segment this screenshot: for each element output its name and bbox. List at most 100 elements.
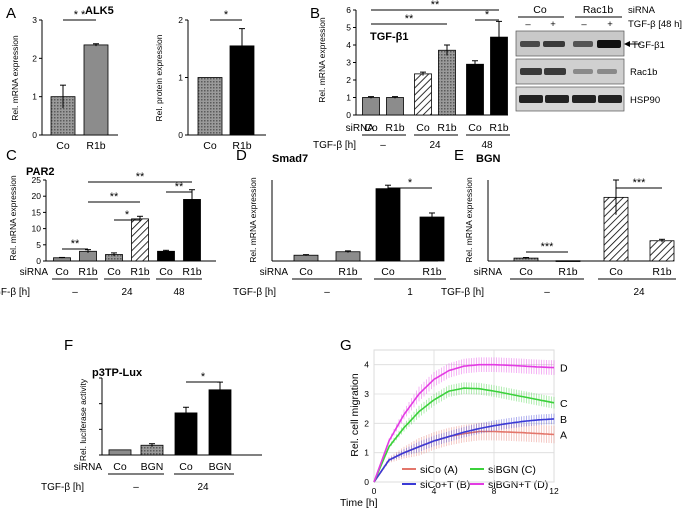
- panel-b-significance-1: **: [431, 0, 440, 11]
- panel-c-category-label: Co: [107, 266, 121, 278]
- panel-a-mrna-ytick-label: 2: [32, 53, 37, 63]
- panel-d-bar: [375, 188, 401, 262]
- panel-g-series-line: [373, 387, 555, 483]
- panel-a-protein-bar: [197, 77, 223, 136]
- panel-a-mrna-ytick-label: 0: [32, 130, 37, 140]
- panel-a-mrna-ytick-label: 1: [32, 92, 37, 102]
- panel-a-left-ylabel: Rel. mRNA expression: [10, 35, 20, 121]
- panel-g-xtick-label: 4: [432, 486, 437, 496]
- panel-c-significance-3: *: [125, 209, 130, 221]
- panel-f-bar: [108, 449, 132, 456]
- blot-tgf-label: TGF-β [48 h]: [628, 19, 682, 30]
- panel-b-ytick-label: 1: [346, 93, 351, 103]
- panel-a-protein-ytick-label: 0: [178, 130, 183, 140]
- panel-letter-a: A: [6, 5, 16, 22]
- panel-c-significance-2: **: [110, 191, 119, 203]
- panel-f-tgf-value: 24: [197, 482, 209, 493]
- panel-f-bar: [174, 412, 198, 456]
- panel-g-ylabel: Rel. cell migration: [349, 373, 361, 457]
- panel-a-title: ALK5: [85, 5, 114, 17]
- panel-a-mrna-category-label: Co: [56, 140, 70, 152]
- panel-a-right-ylabel: Rel. protein expression: [154, 34, 164, 121]
- panel-b-bar: [414, 73, 432, 116]
- panel-e-category-label: R1b: [558, 266, 577, 278]
- panel-e-category-label: R1b: [652, 266, 671, 278]
- panel-c-bar: [157, 250, 175, 262]
- panel-c-category-label: Co: [55, 266, 69, 278]
- panel-d-category-label: R1b: [338, 266, 357, 278]
- panel-d-title: Smad7: [272, 153, 308, 165]
- panel-letter-d: D: [236, 147, 247, 164]
- legend-sico-t: siCo+T (B): [420, 479, 470, 491]
- panel-b-ytick-label: 6: [346, 5, 351, 15]
- panel-d-sirna-label: siRNA: [260, 267, 289, 278]
- panel-d-category-label: Co: [381, 266, 395, 278]
- panel-c-category-label: Co: [159, 266, 173, 278]
- panel-b-tgf-label: TGF-β [h]: [313, 140, 356, 151]
- panel-f-category-label: BGN: [141, 461, 164, 473]
- panel-b-category-label: R1b: [489, 122, 508, 134]
- panel-c-tgf-value: –: [72, 287, 78, 298]
- panel-b-ytick-label: 3: [346, 58, 351, 68]
- panel-e-category-label: Co: [609, 266, 623, 278]
- panel-c-tgf-value: 24: [121, 287, 133, 298]
- panel-e-title: BGN: [476, 153, 501, 165]
- panel-b-category-label: Co: [364, 122, 378, 134]
- panel-g-series-end-label: B: [560, 414, 567, 426]
- panel-e-ylabel: Rel. mRNA expression: [464, 177, 474, 263]
- panel-letter-g: G: [340, 337, 352, 354]
- blot-lane-2: +: [550, 19, 556, 30]
- panel-g-ytick-label: 2: [364, 418, 369, 428]
- panel-c-ytick-label: 10: [32, 224, 42, 234]
- panel-g-legend: siCo (A) siBGN (C) siCo+T (B) siBGN+T (D…: [402, 464, 548, 491]
- blot-lane-3: –: [581, 19, 587, 30]
- panel-c-title: PAR2: [26, 166, 55, 178]
- panel-c-significance-4: **: [136, 171, 145, 183]
- panel-d-tgf-value: 1: [407, 287, 413, 298]
- panel-b-significance-2: **: [405, 13, 414, 25]
- panel-b-ylabel: Rel. mRNA expression: [317, 17, 327, 103]
- blot-sirna-label: siRNA: [628, 5, 656, 16]
- panel-b-category-label: R1b: [437, 122, 456, 134]
- panel-g-ytick-label: 3: [364, 389, 369, 399]
- blot-lane-4: +: [607, 19, 613, 30]
- panel-a-protein-significance: *: [224, 9, 229, 21]
- panel-b-tgf-value: 48: [481, 140, 493, 151]
- panel-f-title: p3TP-Lux: [92, 367, 143, 379]
- panel-e-tgf-label: TGF-β [h]: [441, 287, 484, 298]
- panel-b-ytick-label: 5: [346, 23, 351, 33]
- panel-a-mrna-significance: * *: [74, 9, 86, 21]
- panel-d-tgf-label: TGF-β [h]: [233, 287, 276, 298]
- blot-band-tgfb1: TGF-β1: [632, 40, 665, 51]
- panel-e-significance-2: ***: [633, 177, 647, 189]
- panel-c-category-label: R1b: [182, 266, 201, 278]
- panel-c-category-label: R1b: [130, 266, 149, 278]
- legend-sibgn-t: siBGN+T (D): [488, 479, 548, 491]
- panel-c-sirna-label: siRNA: [20, 267, 49, 278]
- panel-c-ylabel: Rel. mRNA expression: [8, 175, 18, 261]
- panel-g-series-end-label: C: [560, 398, 568, 410]
- panel-a-mrna-bar: [83, 44, 109, 136]
- panel-c-ytick-label: 5: [36, 240, 41, 250]
- panel-b-ytick-label: 4: [346, 40, 351, 50]
- panel-d-tgf-value: –: [324, 287, 330, 298]
- blot-col-rac1b: Rac1b: [583, 4, 614, 16]
- panel-b-bar: [466, 63, 484, 116]
- panel-g-ytick-label: 0: [364, 477, 369, 487]
- panel-e-sirna-label: siRNA: [474, 267, 503, 278]
- panel-d-category-label: Co: [299, 266, 313, 278]
- panel-f-sirna-label: siRNA: [74, 462, 103, 473]
- legend-sico: siCo (A): [420, 464, 458, 476]
- panel-b-ytick-label: 2: [346, 75, 351, 85]
- panel-f-significance: *: [201, 371, 206, 383]
- panel-c-bar: [53, 257, 71, 262]
- panel-a-protein-ytick-label: 2: [178, 15, 183, 25]
- panel-b-title: TGF-β1: [370, 31, 409, 43]
- panel-c-significance-1: **: [71, 238, 80, 250]
- panel-g-ytick-label: 4: [364, 360, 369, 370]
- blot-col-co: Co: [533, 4, 547, 16]
- panel-c-ytick-label: 15: [32, 207, 42, 217]
- panel-a-protein-ytick-label: 1: [178, 73, 183, 83]
- panel-b-bar: [438, 49, 456, 116]
